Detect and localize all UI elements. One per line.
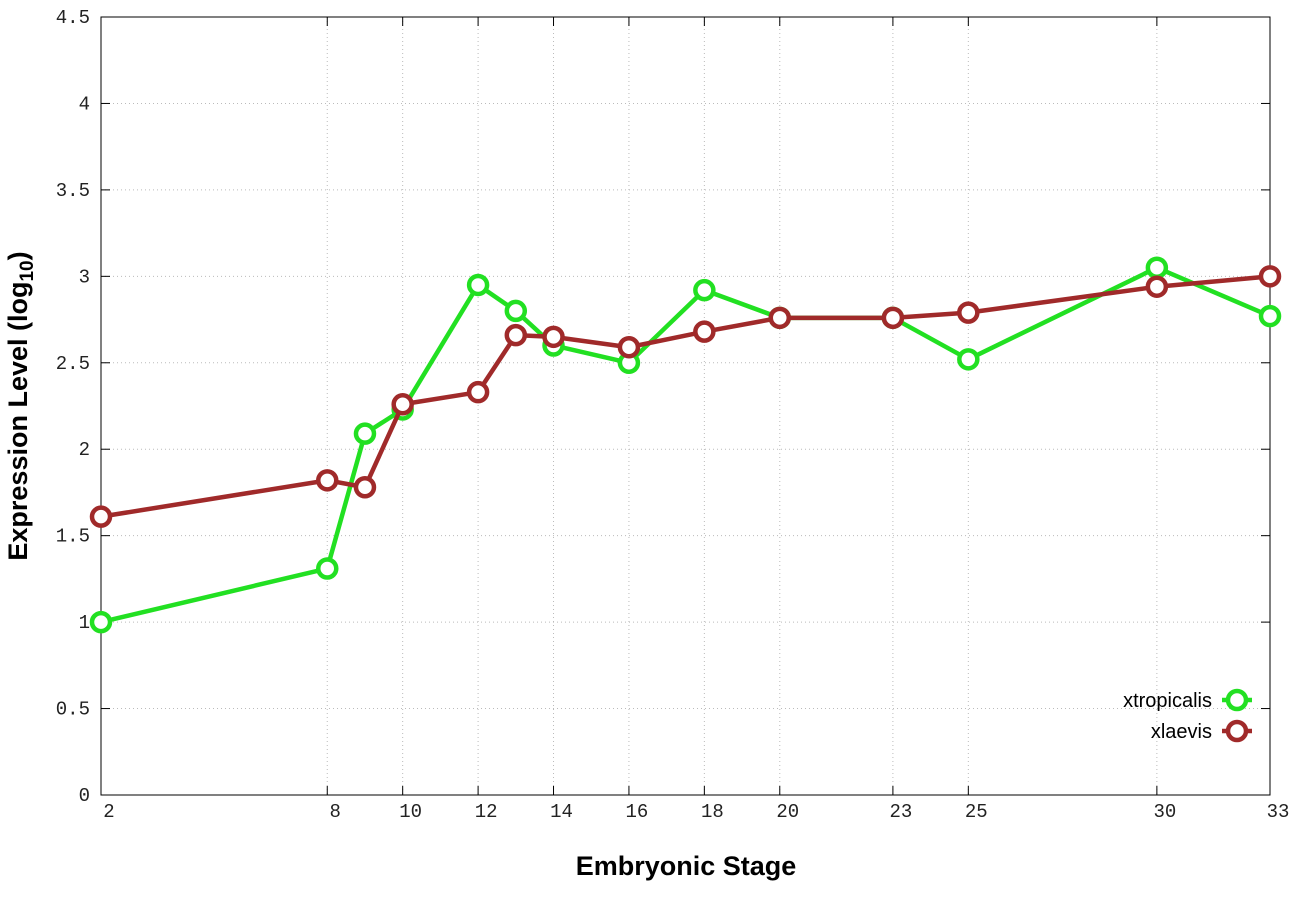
x-tick-label: 12 bbox=[475, 801, 498, 823]
y-axis-title-main: Expression Level (log bbox=[3, 282, 33, 561]
x-tick-label: 25 bbox=[965, 801, 988, 823]
x-tick-label: 8 bbox=[330, 801, 341, 823]
legend-label: xlaevis bbox=[1151, 721, 1212, 743]
data-point bbox=[881, 306, 905, 330]
y-tick-label: 1 bbox=[79, 612, 90, 634]
y-axis-title-end: ) bbox=[3, 251, 33, 260]
y-tick-label: 0 bbox=[79, 785, 90, 807]
data-point bbox=[316, 469, 339, 492]
y-axis-title: Expression Level (log10) bbox=[3, 251, 38, 560]
x-tick-label: 14 bbox=[550, 801, 573, 823]
x-tick-label: 30 bbox=[1153, 801, 1176, 823]
x-tick-label: 2 bbox=[103, 801, 114, 823]
y-tick-label: 2 bbox=[79, 439, 90, 461]
legend-marker bbox=[1225, 688, 1249, 712]
data-point bbox=[316, 557, 339, 580]
data-point bbox=[1145, 275, 1169, 298]
data-point bbox=[957, 348, 980, 371]
data-point bbox=[466, 380, 490, 404]
data-point bbox=[693, 320, 716, 343]
data-point bbox=[1145, 256, 1169, 279]
series-line bbox=[100, 274, 1271, 519]
data-point bbox=[1258, 265, 1282, 288]
data-point bbox=[693, 278, 716, 302]
x-axis-title: Embryonic Stage bbox=[576, 851, 797, 881]
x-tick-label: 16 bbox=[626, 801, 649, 823]
data-point bbox=[89, 505, 113, 528]
x-tick-label: 18 bbox=[701, 801, 724, 823]
x-tick-label: 10 bbox=[399, 801, 422, 823]
y-tick-label: 4.5 bbox=[56, 7, 90, 29]
data-point bbox=[504, 299, 528, 323]
data-point bbox=[353, 422, 377, 445]
x-tick-label: 20 bbox=[776, 801, 799, 823]
data-point bbox=[957, 301, 980, 324]
plot-frame bbox=[100, 16, 1271, 796]
x-tick-label: 23 bbox=[889, 801, 912, 823]
y-tick-label: 0.5 bbox=[56, 699, 90, 721]
y-tick-label: 2.5 bbox=[56, 353, 90, 375]
legend-marker bbox=[1225, 719, 1249, 743]
y-tick-label: 4 bbox=[79, 93, 90, 115]
data-point bbox=[353, 476, 377, 499]
data-point bbox=[89, 610, 113, 634]
data-point bbox=[391, 393, 414, 416]
data-point bbox=[466, 273, 490, 297]
data-point bbox=[617, 335, 641, 359]
data-point bbox=[768, 306, 792, 330]
y-axis-title-sub: 10 bbox=[17, 260, 38, 281]
x-tick-label: 33 bbox=[1267, 801, 1290, 823]
data-point bbox=[504, 323, 528, 347]
legend-label: xtropicalis bbox=[1123, 690, 1212, 712]
data-point bbox=[542, 325, 565, 349]
y-tick-label: 1.5 bbox=[56, 526, 90, 548]
data-point bbox=[1258, 304, 1282, 328]
y-tick-label: 3.5 bbox=[56, 180, 90, 202]
y-tick-label: 3 bbox=[79, 266, 90, 288]
